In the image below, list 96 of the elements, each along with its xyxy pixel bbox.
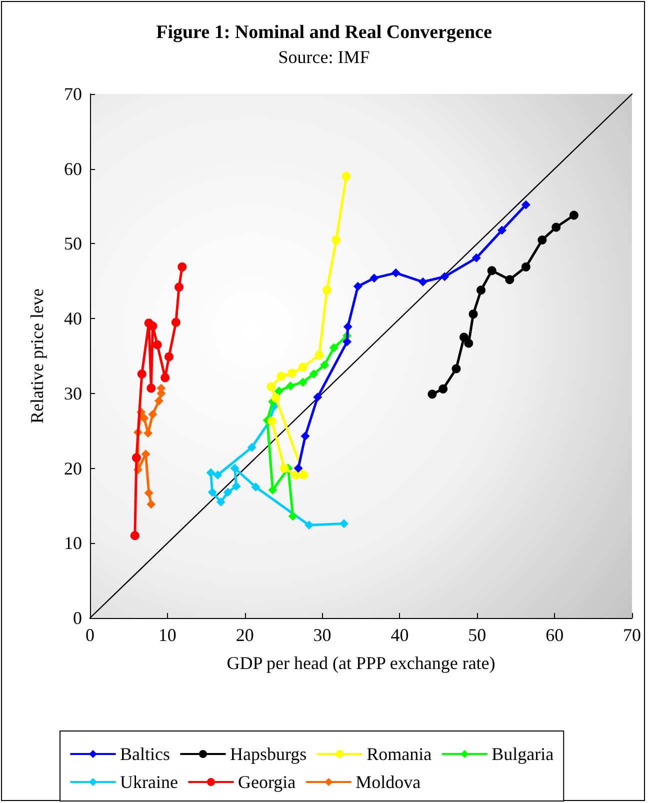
point	[216, 497, 226, 506]
point	[313, 392, 322, 402]
point	[146, 500, 156, 509]
x-tick-label: 70	[623, 625, 641, 645]
point	[521, 200, 530, 210]
point	[251, 482, 260, 492]
point	[213, 470, 222, 480]
point	[280, 464, 289, 473]
point	[288, 512, 298, 521]
point	[299, 470, 308, 480]
point	[343, 322, 352, 332]
point	[342, 172, 351, 181]
point	[298, 362, 308, 372]
legend-label: Moldova	[356, 772, 421, 792]
legend-label: Baltics	[120, 744, 170, 764]
point	[304, 520, 314, 530]
point	[174, 282, 184, 292]
point	[276, 372, 286, 381]
point	[288, 368, 297, 378]
point	[232, 482, 241, 491]
point	[309, 369, 318, 378]
point	[274, 386, 284, 396]
point	[266, 382, 276, 392]
point	[322, 286, 332, 295]
point	[353, 282, 362, 291]
point	[300, 432, 310, 441]
y-tick-label: 70	[64, 84, 82, 104]
point	[452, 364, 461, 374]
legend-label: Bulgaria	[492, 744, 554, 764]
y-tick-label: 30	[64, 383, 82, 404]
y-tick-label: 40	[64, 308, 82, 329]
point	[418, 277, 428, 286]
x-tick-label: 10	[158, 625, 176, 645]
y-tick-label: 60	[64, 158, 82, 179]
legend-label: Georgia	[238, 772, 296, 792]
point	[370, 274, 379, 283]
point	[314, 350, 324, 360]
x-tick-label: 30	[313, 625, 332, 645]
point	[552, 222, 561, 232]
point	[505, 275, 514, 284]
x-tick-label: 40	[390, 625, 409, 645]
point	[476, 286, 486, 295]
point	[154, 396, 164, 406]
x-tick-label: 50	[468, 625, 486, 645]
point	[230, 464, 240, 473]
point	[464, 338, 474, 348]
y-tick-label: 50	[64, 234, 82, 254]
point	[569, 210, 578, 220]
chart-subtitle: Source: IMF	[278, 47, 370, 67]
point	[130, 531, 140, 540]
y-axis-title: Relative price leve	[27, 288, 47, 424]
point	[342, 337, 352, 346]
point	[329, 343, 338, 352]
point	[146, 384, 156, 393]
chart-title: Figure 1: Nominal and Real Convergence	[156, 22, 492, 43]
point	[538, 235, 547, 244]
point	[294, 464, 303, 473]
x-tick-label: 60	[546, 625, 564, 645]
point	[152, 340, 162, 350]
x-tick-label: 0	[86, 625, 94, 645]
point	[521, 262, 530, 272]
point	[268, 485, 278, 494]
x-tick-label: 20	[236, 625, 254, 645]
point	[148, 410, 158, 419]
point	[440, 272, 450, 282]
point	[208, 488, 217, 497]
point	[428, 390, 437, 399]
point	[137, 369, 146, 378]
point	[438, 384, 448, 394]
point	[171, 318, 180, 327]
point	[391, 268, 400, 278]
point	[468, 310, 478, 319]
point	[459, 332, 468, 342]
point	[487, 266, 496, 276]
point	[286, 381, 296, 390]
legend-label: Hapsburgs	[230, 744, 307, 764]
legend-label: Ukraine	[120, 772, 178, 792]
point	[298, 378, 308, 387]
point	[247, 442, 256, 452]
point	[160, 373, 170, 382]
point	[178, 262, 187, 272]
point	[144, 488, 154, 498]
point	[497, 226, 506, 235]
y-tick-label: 20	[64, 458, 82, 478]
point	[132, 453, 141, 462]
y-tick-label: 10	[64, 533, 82, 554]
x-axis-title: GDP per head (at PPP exchange rate)	[226, 653, 496, 673]
y-tick-label: 0	[73, 608, 82, 628]
point	[206, 468, 216, 478]
point	[332, 235, 341, 244]
legend-label: Romania	[366, 744, 432, 764]
point	[223, 488, 232, 497]
point	[320, 360, 330, 370]
point	[271, 393, 280, 402]
point	[164, 352, 174, 362]
point	[472, 253, 481, 262]
